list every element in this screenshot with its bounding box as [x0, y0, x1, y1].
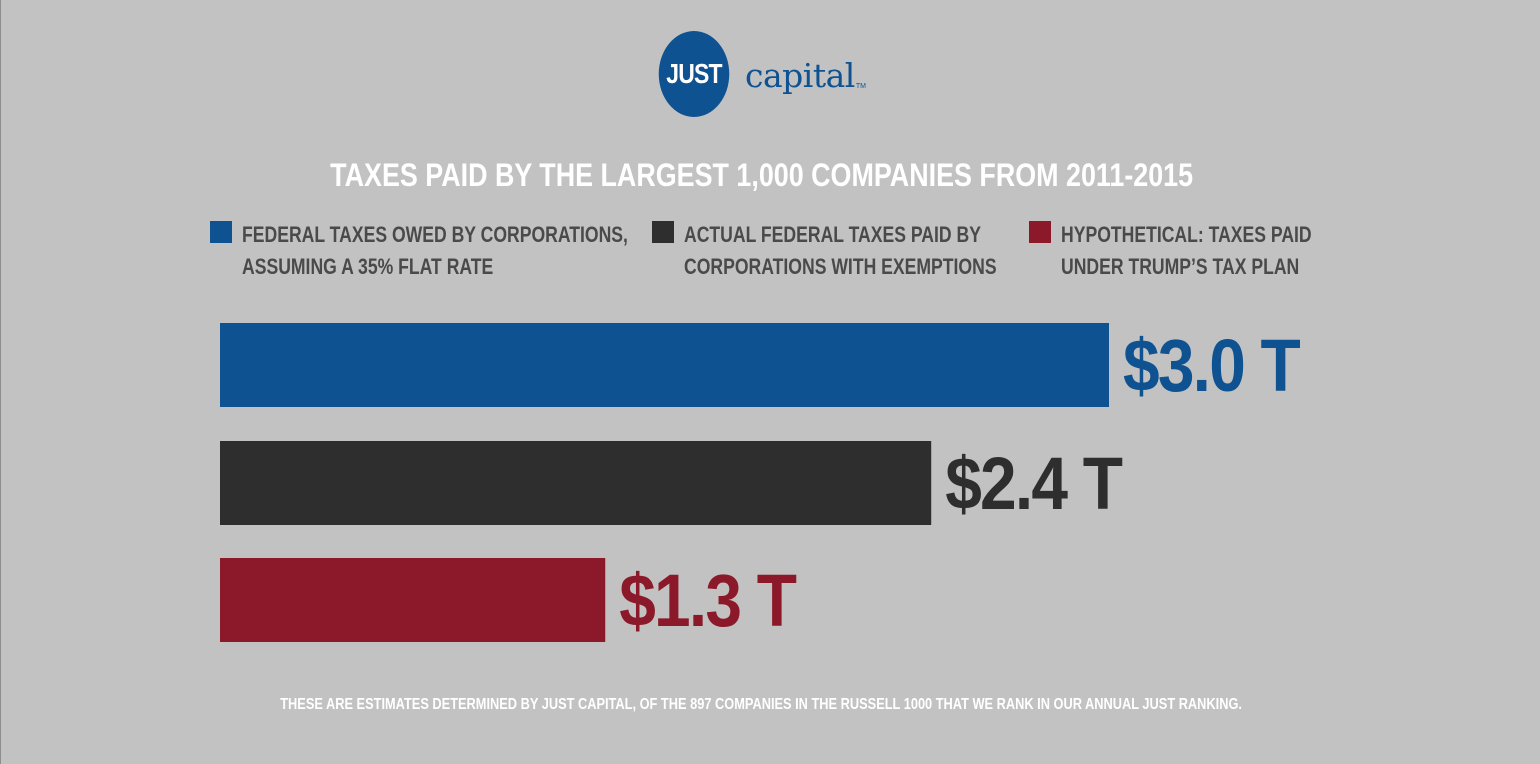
footnote: THESE ARE ESTIMATES DETERMINED BY JUST C…: [0, 694, 1522, 716]
logo-wordmark: capital: [745, 55, 855, 95]
legend-label-federal-owed: FEDERAL TAXES OWED BY CORPORATIONS, ASSU…: [242, 219, 628, 283]
legend-line: HYPOTHETICAL: TAXES PAID: [1061, 222, 1312, 247]
legend-line: ASSUMING A 35% FLAT RATE: [242, 254, 494, 279]
legend-swatch-blue: [210, 221, 232, 243]
chart-title: TAXES PAID BY THE LARGEST 1,000 COMPANIE…: [0, 155, 1524, 195]
legend-item-federal-owed: FEDERAL TAXES OWED BY CORPORATIONS, ASSU…: [210, 219, 724, 283]
legend-label-hypothetical: HYPOTHETICAL: TAXES PAID UNDER TRUMP’S T…: [1061, 219, 1312, 283]
logo-mark: JUST: [658, 31, 730, 117]
legend-line: ACTUAL FEDERAL TAXES PAID BY: [684, 222, 981, 247]
legend-item-hypothetical: HYPOTHETICAL: TAXES PAID UNDER TRUMP’S T…: [1029, 219, 1374, 283]
legend-item-actual-paid: ACTUAL FEDERAL TAXES PAID BY CORPORATION…: [652, 219, 1075, 283]
legend-line: UNDER TRUMP’S TAX PLAN: [1061, 254, 1300, 279]
footnote-text: THESE ARE ESTIMATES DETERMINED BY JUST C…: [280, 696, 1242, 713]
legend-swatch-red: [1029, 221, 1051, 243]
legend-line: FEDERAL TAXES OWED BY CORPORATIONS,: [242, 222, 628, 247]
legend-line: CORPORATIONS WITH EXEMPTIONS: [684, 254, 997, 279]
legend-label-actual-paid: ACTUAL FEDERAL TAXES PAID BY CORPORATION…: [684, 219, 997, 283]
just-capital-logo: JUST capital TM: [651, 31, 866, 117]
chart-title-text: TAXES PAID BY THE LARGEST 1,000 COMPANIE…: [330, 157, 1194, 193]
logo-trademark: TM: [855, 82, 866, 90]
legend-swatch-dark: [652, 221, 674, 243]
